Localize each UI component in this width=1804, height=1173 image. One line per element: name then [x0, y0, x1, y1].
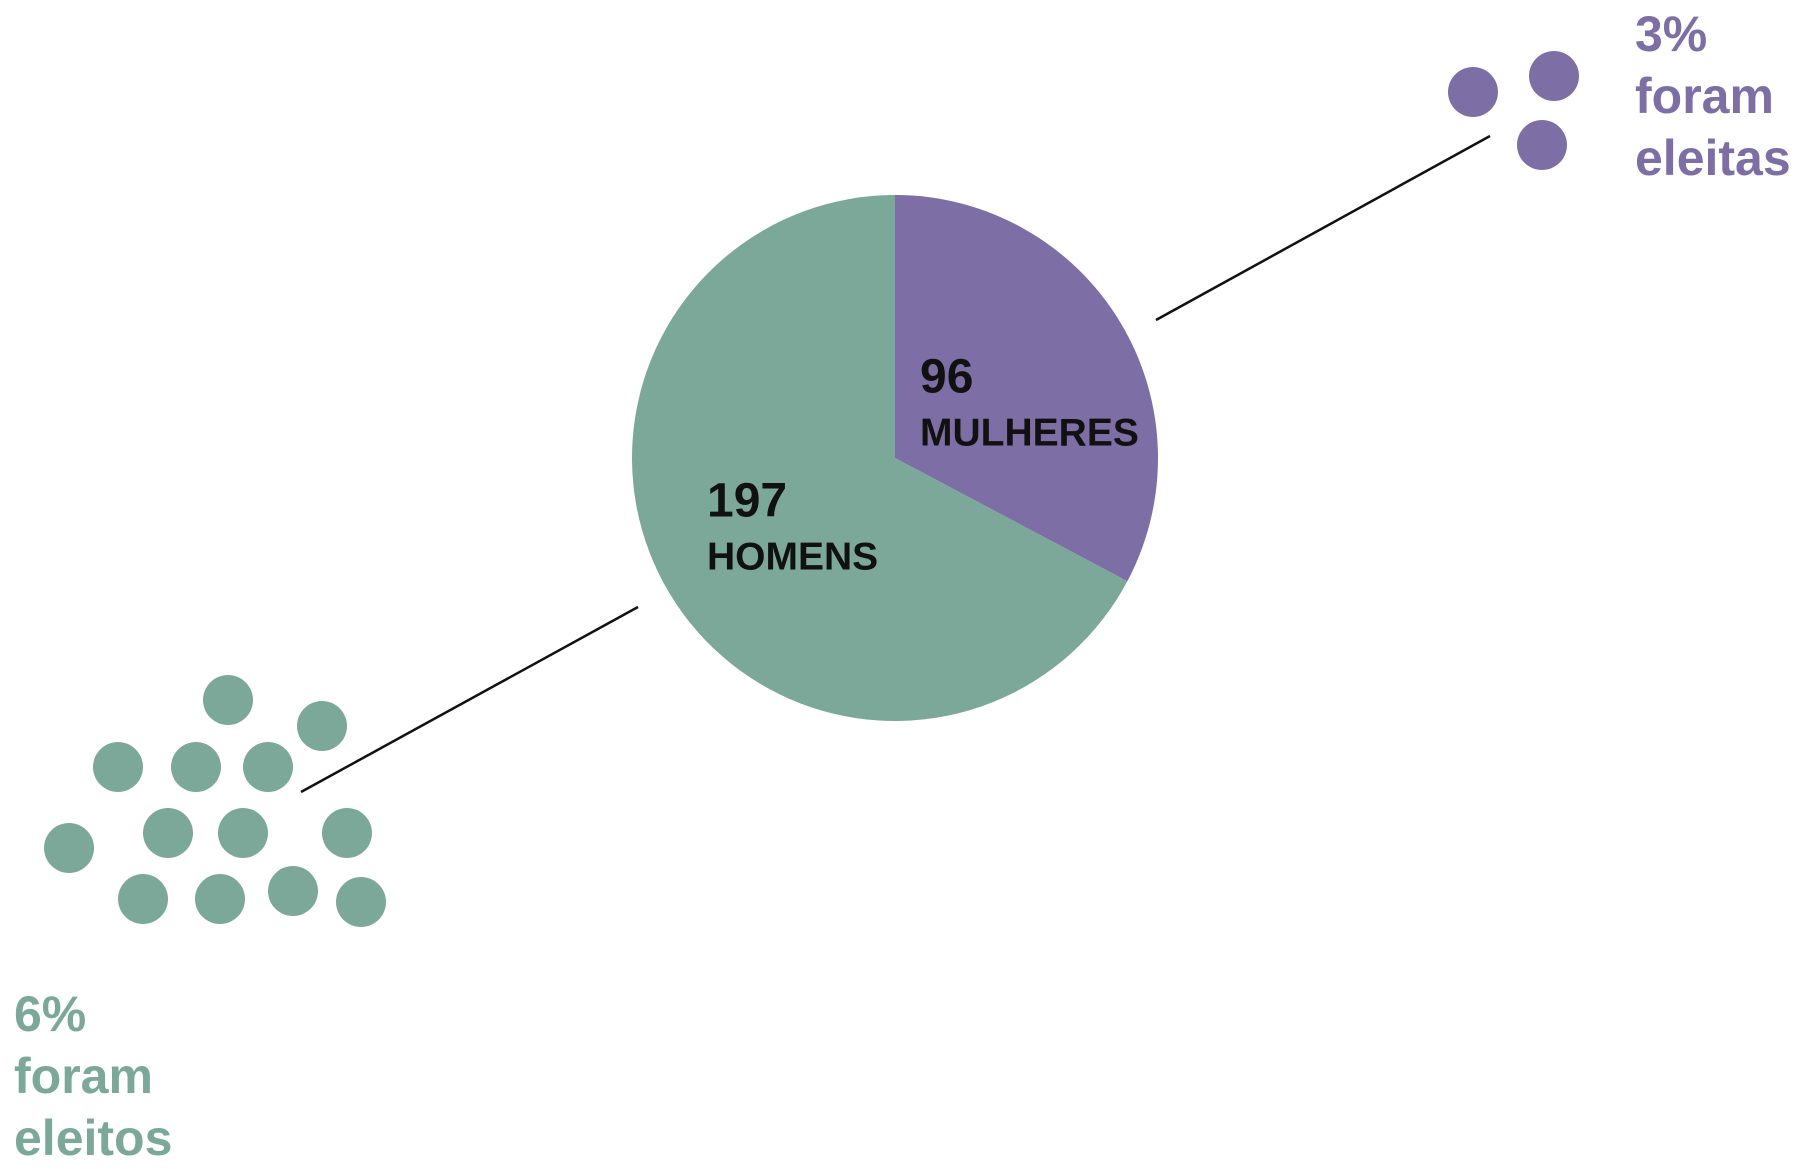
annotation-line: foram	[1635, 68, 1774, 124]
connector-line	[300, 605, 639, 794]
dot	[243, 742, 293, 792]
slice-label: HOMENS	[707, 535, 878, 578]
dot	[118, 874, 168, 924]
dot	[143, 808, 193, 858]
dot	[44, 823, 94, 873]
elected-dots	[1448, 51, 1579, 170]
annotation-line: foram	[14, 1048, 153, 1104]
slice-value: 197	[707, 475, 787, 528]
dot	[1448, 67, 1498, 117]
annotation-line: eleitos	[14, 1110, 172, 1166]
dot	[1529, 51, 1579, 101]
dot	[268, 866, 318, 916]
annotation-line: 6%	[14, 986, 86, 1042]
annotation-line: 3%	[1635, 6, 1707, 62]
dot	[203, 675, 253, 725]
dot	[297, 701, 347, 751]
annotation-line: eleitas	[1635, 130, 1791, 186]
dot	[1517, 120, 1567, 170]
dot	[171, 742, 221, 792]
dot	[322, 808, 372, 858]
pie-slice	[895, 195, 1158, 582]
slice-value: 96	[920, 351, 973, 404]
connector-line	[1155, 134, 1491, 322]
dot	[195, 874, 245, 924]
dot	[336, 877, 386, 927]
elected-dots	[44, 675, 386, 927]
dot	[93, 742, 143, 792]
slice-label: MULHERES	[920, 411, 1139, 454]
pie-slice	[632, 195, 1128, 721]
dot	[218, 808, 268, 858]
